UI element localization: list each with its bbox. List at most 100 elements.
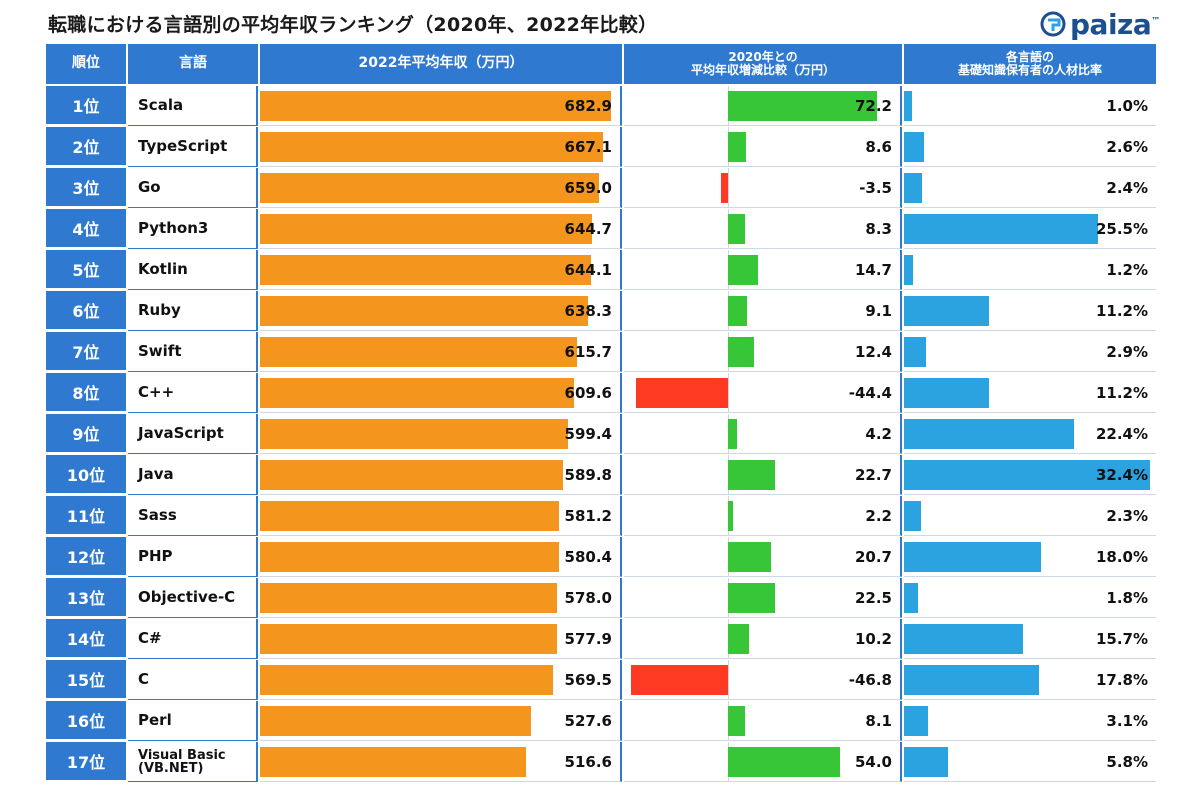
rank-cell: 6位 bbox=[46, 291, 126, 331]
share-cell: 1.8% bbox=[904, 578, 1156, 618]
table-row: 5位 Kotlin 644.1 14.7 1.2% bbox=[46, 250, 1156, 290]
share-value: 17.8% bbox=[1095, 671, 1148, 689]
share-cell: 3.1% bbox=[904, 701, 1156, 741]
increase-bar bbox=[728, 583, 775, 613]
share-value: 18.0% bbox=[1095, 548, 1148, 566]
increase-bar bbox=[728, 296, 747, 326]
change-value: -44.4 bbox=[848, 384, 892, 402]
change-cell: 20.7 bbox=[624, 537, 902, 577]
salary-cell: 682.9 bbox=[260, 86, 622, 126]
share-value: 32.4% bbox=[1095, 466, 1148, 484]
salary-bar bbox=[260, 173, 600, 203]
change-cell: 10.2 bbox=[624, 619, 902, 659]
share-cell: 17.8% bbox=[904, 660, 1156, 700]
share-bar bbox=[904, 214, 1098, 244]
salary-value: 581.2 bbox=[564, 507, 612, 525]
share-value: 1.0% bbox=[1106, 97, 1148, 115]
share-bar bbox=[904, 747, 949, 777]
salary-cell: 527.6 bbox=[260, 701, 622, 741]
language-cell: PHP bbox=[128, 537, 258, 577]
language-cell: Scala bbox=[128, 86, 258, 126]
salary-bar bbox=[260, 665, 553, 695]
share-cell: 15.7% bbox=[904, 619, 1156, 659]
salary-cell: 569.5 bbox=[260, 660, 622, 700]
change-value: 14.7 bbox=[854, 261, 892, 279]
language-cell: C# bbox=[128, 619, 258, 659]
share-cell: 11.2% bbox=[904, 291, 1156, 331]
share-bar bbox=[904, 419, 1075, 449]
table-row: 12位 PHP 580.4 20.7 18.0% bbox=[46, 537, 1156, 577]
change-value: 72.2 bbox=[854, 97, 892, 115]
decrease-bar bbox=[636, 378, 728, 408]
table-row: 4位 Python3 644.7 8.3 25.5% bbox=[46, 209, 1156, 249]
table-row: 16位 Perl 527.6 8.1 3.1% bbox=[46, 701, 1156, 741]
share-bar bbox=[904, 583, 918, 613]
salary-cell: 667.1 bbox=[260, 127, 622, 167]
salary-bar bbox=[260, 419, 569, 449]
salary-value: 644.1 bbox=[564, 261, 612, 279]
salary-bar bbox=[260, 378, 574, 408]
share-cell: 18.0% bbox=[904, 537, 1156, 577]
share-bar bbox=[904, 665, 1040, 695]
table-row: 1位 Scala 682.9 72.2 1.0% bbox=[46, 86, 1156, 126]
share-bar bbox=[904, 624, 1024, 654]
salary-value: 527.6 bbox=[564, 712, 612, 730]
salary-bar bbox=[260, 214, 592, 244]
salary-bar bbox=[260, 706, 532, 736]
page-title: 転職における言語別の平均年収ランキング（2020年、2022年比較） bbox=[48, 14, 658, 36]
share-bar bbox=[904, 173, 923, 203]
increase-bar bbox=[728, 706, 745, 736]
salary-value: 580.4 bbox=[564, 548, 612, 566]
salary-cell: 599.4 bbox=[260, 414, 622, 454]
change-cell: -46.8 bbox=[624, 660, 902, 700]
salary-cell: 659.0 bbox=[260, 168, 622, 208]
table-row: 3位 Go 659.0 -3.5 2.4% bbox=[46, 168, 1156, 208]
increase-bar bbox=[728, 501, 733, 531]
share-cell: 2.4% bbox=[904, 168, 1156, 208]
share-cell: 1.2% bbox=[904, 250, 1156, 290]
salary-cell: 644.1 bbox=[260, 250, 622, 290]
rank-cell: 10位 bbox=[46, 455, 126, 495]
change-value: -46.8 bbox=[848, 671, 892, 689]
salary-value: 577.9 bbox=[564, 630, 612, 648]
salary-cell: 516.6 bbox=[260, 742, 622, 782]
share-value: 2.9% bbox=[1106, 343, 1148, 361]
change-cell: 54.0 bbox=[624, 742, 902, 782]
change-value: 22.5 bbox=[854, 589, 892, 607]
change-value: -3.5 bbox=[859, 179, 892, 197]
salary-cell: 638.3 bbox=[260, 291, 622, 331]
rank-cell: 1位 bbox=[46, 86, 126, 126]
share-value: 22.4% bbox=[1095, 425, 1148, 443]
language-cell: Kotlin bbox=[128, 250, 258, 290]
change-cell: 8.6 bbox=[624, 127, 902, 167]
salary-value: 638.3 bbox=[564, 302, 612, 320]
share-bar bbox=[904, 255, 914, 285]
table-row: 14位 C# 577.9 10.2 15.7% bbox=[46, 619, 1156, 659]
increase-bar bbox=[728, 747, 840, 777]
change-value: 9.1 bbox=[865, 302, 892, 320]
share-value: 25.5% bbox=[1095, 220, 1148, 238]
salary-value: 644.7 bbox=[564, 220, 612, 238]
language-cell: Sass bbox=[128, 496, 258, 536]
language-cell: Objective-C bbox=[128, 578, 258, 618]
language-cell: Swift bbox=[128, 332, 258, 372]
rank-cell: 12位 bbox=[46, 537, 126, 577]
change-cell: 8.3 bbox=[624, 209, 902, 249]
share-cell: 2.3% bbox=[904, 496, 1156, 536]
table-row: 15位 C 569.5 -46.8 17.8% bbox=[46, 660, 1156, 700]
header-change-line2: 平均年収増減比較（万円） bbox=[690, 63, 835, 77]
salary-bar bbox=[260, 132, 604, 162]
rank-cell: 7位 bbox=[46, 332, 126, 372]
share-value: 1.2% bbox=[1106, 261, 1148, 279]
share-value: 2.3% bbox=[1106, 507, 1148, 525]
salary-value: 599.4 bbox=[564, 425, 612, 443]
change-value: 54.0 bbox=[854, 753, 892, 771]
change-cell: -3.5 bbox=[624, 168, 902, 208]
language-cell: Visual Basic (VB.NET) bbox=[128, 742, 258, 782]
share-bar bbox=[904, 296, 990, 326]
share-bar bbox=[904, 501, 922, 531]
change-cell: 4.2 bbox=[624, 414, 902, 454]
change-zero-line bbox=[728, 660, 729, 700]
table-row: 9位 JavaScript 599.4 4.2 22.4% bbox=[46, 414, 1156, 454]
salary-cell: 581.2 bbox=[260, 496, 622, 536]
